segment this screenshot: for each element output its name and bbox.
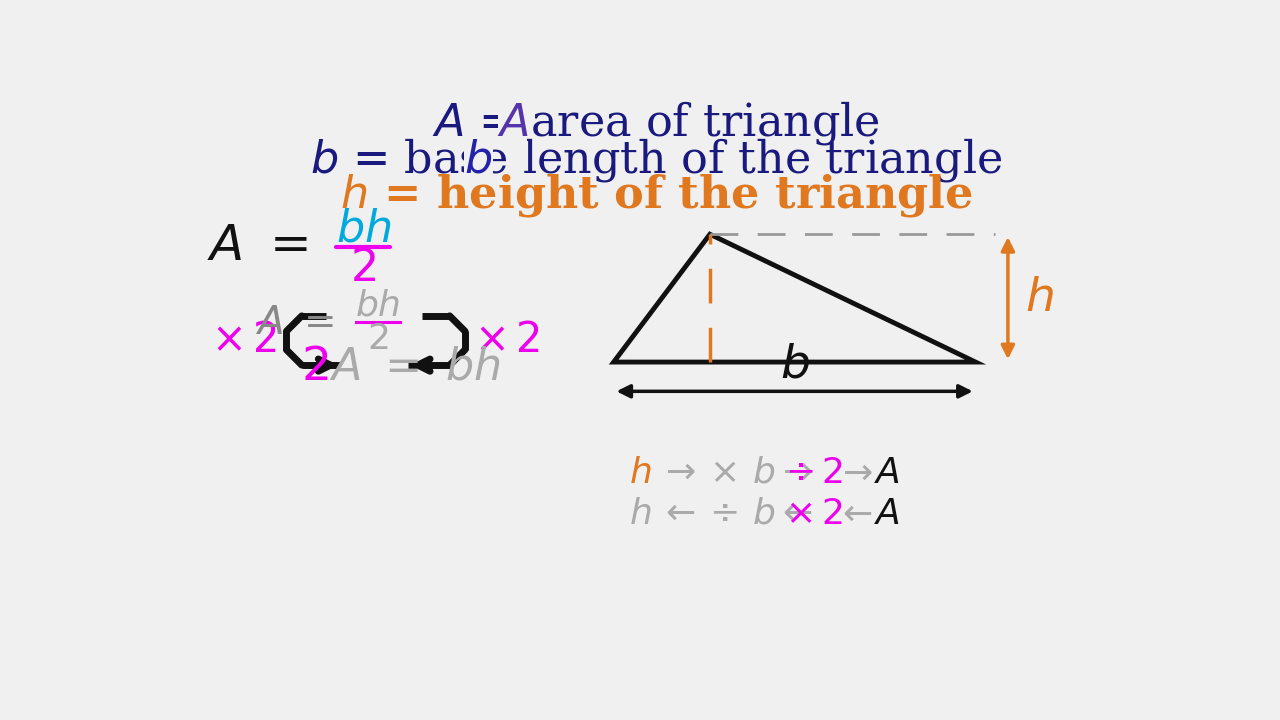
Text: $h$: $h$: [1025, 276, 1053, 321]
Text: $bh$: $bh$: [356, 288, 401, 322]
Text: $\mathit{A}$: $\mathit{A}$: [497, 102, 529, 145]
Text: $\rightarrow$: $\rightarrow$: [836, 456, 873, 490]
FancyBboxPatch shape: [463, 137, 493, 183]
Text: $A\ =\ bh$: $A\ =\ bh$: [329, 345, 500, 388]
Text: $b$: $b$: [780, 342, 809, 387]
Text: $\times\,2$: $\times\,2$: [475, 320, 540, 361]
Text: $\rightarrow \times\,b \rightarrow$: $\rightarrow \times\,b \rightarrow$: [658, 456, 813, 490]
Text: $A$: $A$: [874, 497, 900, 531]
Text: $\leftarrow \div\,b \leftarrow$: $\leftarrow \div\,b \leftarrow$: [658, 497, 813, 531]
Text: $\div\,2$: $\div\,2$: [785, 456, 842, 490]
Text: $\times\,2$: $\times\,2$: [785, 497, 842, 531]
Text: $\mathit{b}$: $\mathit{b}$: [465, 138, 493, 181]
Text: $h$: $h$: [628, 497, 652, 531]
FancyBboxPatch shape: [498, 100, 527, 146]
Text: $2$: $2$: [301, 343, 329, 390]
Text: $2$: $2$: [351, 247, 376, 290]
Text: $\leftarrow$: $\leftarrow$: [836, 497, 873, 531]
Text: $\times\,2$: $\times\,2$: [211, 320, 278, 361]
Text: $bh$: $bh$: [335, 207, 392, 251]
Text: $A\ =$: $A\ =$: [255, 305, 334, 342]
Text: $2$: $2$: [367, 322, 389, 356]
Text: $\mathit{h}$ = height of the triangle: $\mathit{h}$ = height of the triangle: [339, 172, 973, 219]
Text: $\mathit{b}$ = base length of the triangle: $\mathit{b}$ = base length of the triang…: [310, 135, 1002, 184]
Text: $h$: $h$: [628, 456, 652, 490]
Text: $A\ =$: $A\ =$: [206, 221, 308, 271]
Text: $\mathit{A}$ = area of triangle: $\mathit{A}$ = area of triangle: [433, 99, 879, 148]
Text: $A$: $A$: [874, 456, 900, 490]
